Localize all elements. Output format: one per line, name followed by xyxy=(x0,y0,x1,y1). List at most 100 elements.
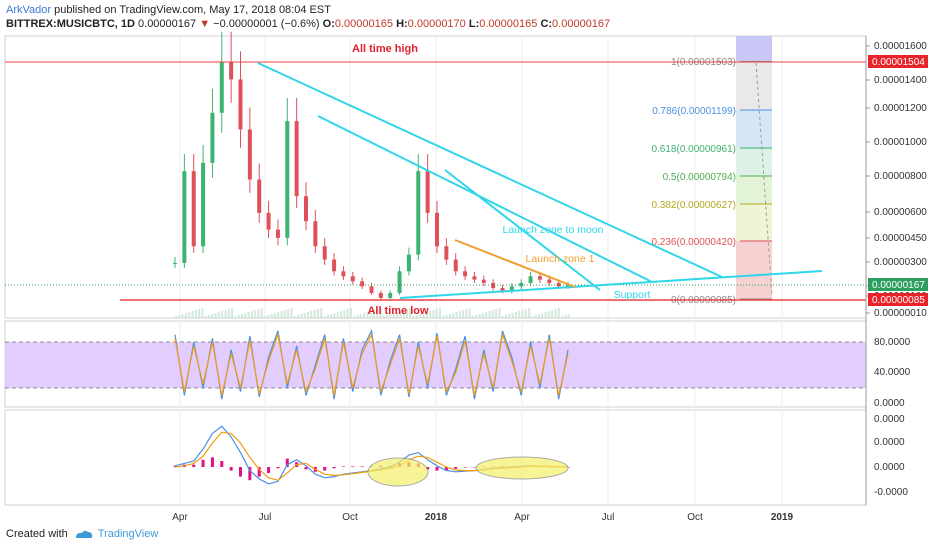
volume-bar xyxy=(366,312,369,318)
volume-bar xyxy=(297,315,300,318)
macd-hist-bar xyxy=(341,466,345,467)
launch-moon-annotation: Launch zone to moon xyxy=(503,224,604,236)
volume-bar xyxy=(541,313,544,318)
macd-hist-bar xyxy=(351,466,355,467)
author-link[interactable]: ArkVador xyxy=(6,4,52,16)
volume-bar xyxy=(514,312,517,318)
volume-bar xyxy=(518,311,521,318)
volume-bar xyxy=(244,313,247,318)
candle-body xyxy=(238,79,243,130)
candle-body xyxy=(219,62,224,113)
volume-bar xyxy=(217,312,220,318)
volume-bar xyxy=(369,311,372,318)
volume-bar xyxy=(316,309,319,318)
candle-body xyxy=(257,179,262,213)
macd-y-tick-label: 0.0000 xyxy=(874,462,905,473)
fib-label: 0.5(0.00000794) xyxy=(663,172,736,183)
volume-bar xyxy=(264,316,267,318)
volume-bar xyxy=(359,314,362,318)
volume-bar xyxy=(554,309,557,318)
volume-bar xyxy=(346,309,349,318)
macd-hist-bar xyxy=(239,467,242,477)
volume-bar xyxy=(333,313,336,318)
candle-body xyxy=(191,171,196,247)
volume-bar xyxy=(280,311,283,318)
tradingview-cloud-icon xyxy=(75,530,92,538)
atl-price-label-tag xyxy=(868,293,928,306)
y-tick-label: 0.00001200 xyxy=(874,103,927,114)
volume-bar xyxy=(452,313,455,318)
x-tick-label: Apr xyxy=(514,512,530,523)
volume-bar xyxy=(373,310,375,318)
volume-bar xyxy=(277,312,280,318)
candle-body xyxy=(500,287,505,292)
volume-bar xyxy=(521,310,524,318)
candle-body xyxy=(229,62,234,80)
trend-line xyxy=(257,62,723,278)
macd-hist-bar xyxy=(360,466,364,467)
volume-bar xyxy=(412,316,415,318)
rsi-y-tick-label: 80.0000 xyxy=(874,337,911,348)
volume-bar xyxy=(432,310,435,318)
current-price-label: 0.00000167 xyxy=(872,280,925,291)
fib-diagonal xyxy=(755,62,773,297)
high-value: 0.00000170 xyxy=(407,18,466,30)
volume-bar xyxy=(323,316,326,318)
volume-bar xyxy=(191,311,194,318)
volume-bar xyxy=(231,308,234,318)
fib-band xyxy=(736,241,772,299)
y-tick-label: 0.00000800 xyxy=(874,171,927,182)
candle-body xyxy=(388,292,393,298)
volume-bar xyxy=(564,315,567,318)
volume-bar xyxy=(214,313,217,318)
macd-hist-bar xyxy=(332,467,336,469)
x-tick-label: Jul xyxy=(259,512,272,523)
volume-bar xyxy=(402,310,405,318)
rsi-d-line xyxy=(174,332,569,396)
fib-band xyxy=(736,61,772,110)
x-tick-label: Apr xyxy=(172,512,188,523)
volume-bar xyxy=(534,315,537,318)
rsi-k-line xyxy=(174,328,569,400)
volume-bar xyxy=(511,313,514,318)
fib-band xyxy=(736,148,772,176)
ath-price-label: 0.00001504 xyxy=(872,57,925,68)
volume-bar xyxy=(175,316,177,318)
y-tick-label: 0.00001000 xyxy=(874,137,927,148)
volume-bar xyxy=(184,313,187,318)
volume-bar xyxy=(465,309,468,318)
volume-bar xyxy=(356,315,359,318)
candle-body xyxy=(350,276,355,282)
volume-bar xyxy=(221,311,224,318)
fib-band xyxy=(736,110,772,148)
macd-y-tick-label: 0.0000 xyxy=(874,414,905,425)
trend-line xyxy=(444,169,601,291)
volume-bar xyxy=(188,312,191,318)
volume-bar xyxy=(524,309,527,318)
volume-bar xyxy=(181,314,184,318)
volume-bar xyxy=(505,315,507,318)
volume-bar xyxy=(313,310,316,318)
macd-hist-bar xyxy=(454,467,458,469)
atl-annotation: All time low xyxy=(367,305,429,317)
publish-line: ArkVador published on TradingView.com, M… xyxy=(6,4,331,16)
volume-bar xyxy=(260,308,263,318)
published-text: published on TradingView.com, May 17, 20… xyxy=(54,4,331,16)
macd-hist-bar xyxy=(210,457,214,467)
tradingview-logo[interactable]: TradingView xyxy=(74,528,158,540)
atl-price-label: 0.00000085 xyxy=(872,295,925,306)
volume-bar xyxy=(445,315,448,318)
y-tick-label: 0.00000450 xyxy=(874,233,927,244)
candle-body xyxy=(332,259,337,272)
candle-body xyxy=(341,271,346,277)
volume-bar xyxy=(211,314,214,318)
fib-band xyxy=(736,204,772,241)
fib-label: 0.786(0.00001199) xyxy=(652,106,736,117)
footer: Created with TradingView xyxy=(6,528,158,540)
candle-body xyxy=(566,285,570,287)
price-change: −0.00000001 (−0.6%) xyxy=(213,18,320,30)
volume-bar xyxy=(201,308,204,318)
volume-bar xyxy=(396,312,399,318)
macd-hist-bar xyxy=(426,467,430,470)
